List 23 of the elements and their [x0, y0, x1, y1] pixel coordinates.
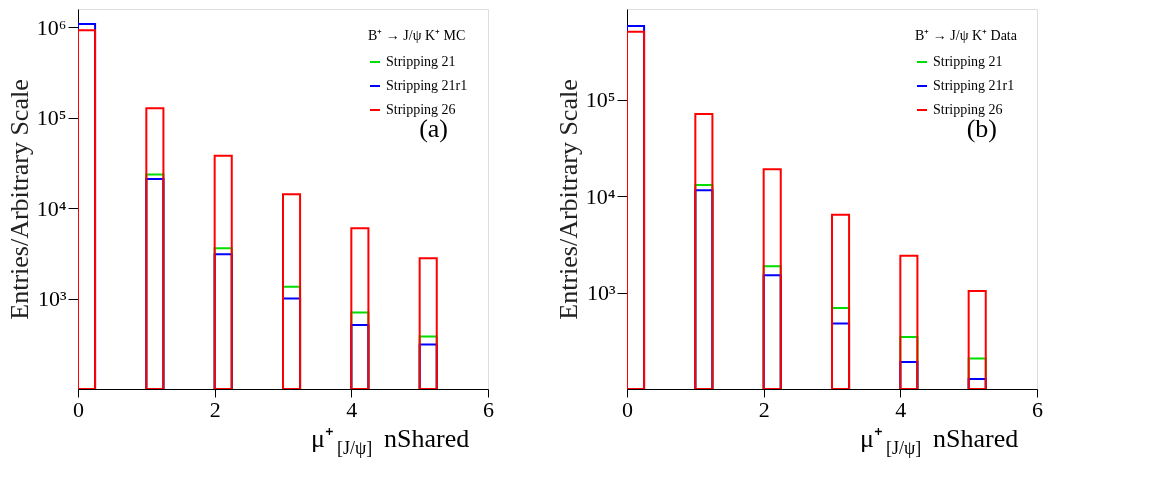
x-tick-label: 0	[73, 396, 84, 422]
legend-label: Stripping 21	[386, 54, 456, 69]
y-axis-title: Entries/Arbitrary Scale	[553, 79, 583, 320]
legend-label: Stripping 21r1	[933, 78, 1015, 93]
x-tick-label: 4	[346, 396, 358, 422]
y-tick-label: 10⁶	[36, 14, 67, 40]
y-tick-label: 10⁴	[36, 195, 67, 221]
x-tick-label: 6	[483, 396, 494, 422]
y-tick-label: 10⁵	[585, 87, 616, 113]
x-tick-label: 6	[1032, 396, 1043, 422]
legend-title: B⁺ → J/ψ K⁺ MC	[368, 28, 466, 43]
x-tick-label: 0	[622, 396, 633, 422]
y-tick-label: 10³	[586, 280, 616, 306]
y-tick-label: 10⁵	[36, 105, 67, 131]
legend-label: Stripping 21r1	[386, 78, 468, 93]
x-tick-label: 4	[895, 396, 907, 422]
legend-label: Stripping 21	[933, 54, 1003, 69]
x-tick-label: 2	[758, 396, 770, 422]
x-tick-label: 2	[209, 396, 221, 422]
legend-title: B⁺ → J/ψ K⁺ Data	[915, 28, 1018, 43]
y-axis-title: Entries/Arbitrary Scale	[4, 79, 34, 320]
y-tick-label: 10³	[37, 286, 67, 312]
y-tick-label: 10⁴	[585, 183, 616, 209]
